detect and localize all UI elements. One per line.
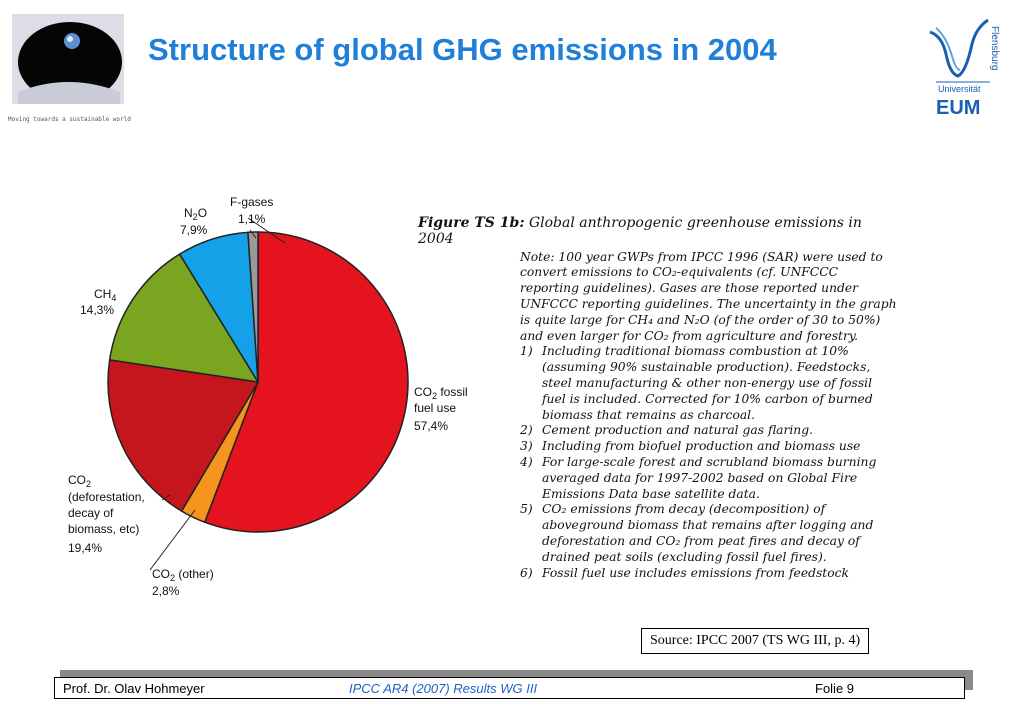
figure-caption-block: Figure TS 1b: Global anthropogenic green…: [418, 215, 898, 582]
label-fgases-name: F-gases: [230, 195, 273, 209]
leader-co2-other: [149, 509, 196, 571]
footer-bar: Prof. Dr. Olav Hohmeyer IPCC AR4 (2007) …: [54, 677, 965, 699]
label-ch4-value: 14,3%: [80, 303, 114, 317]
label-co2-other-value: 2,8%: [152, 584, 180, 598]
label-co2-def-name-4: biomass, etc): [68, 522, 139, 536]
tagline: Moving towards a sustainable world: [8, 116, 131, 123]
label-co2-fossil-name-1: CO2 fossil: [414, 385, 468, 401]
slice-co2-deforestation: [107, 359, 260, 513]
label-co2-def-name-1: CO2: [68, 473, 91, 489]
footer-presentation-title: IPCC AR4 (2007) Results WG III: [349, 681, 538, 696]
figure-note: Note: 100 year GWPs from IPCC 1996 (SAR)…: [520, 249, 897, 343]
label-co2-fossil-name-2: fuel use: [414, 401, 456, 415]
note-item-number: 4): [520, 454, 533, 469]
slice-ch4: [108, 253, 260, 383]
label-n2o-name: N2O: [184, 206, 207, 222]
note-item-text: CO₂ emissions from decay (decomposition)…: [542, 502, 874, 564]
note-item-number: 6): [520, 565, 533, 580]
note-item-text: For large-scale forest and scrubland bio…: [542, 454, 877, 501]
earth-logo: [12, 14, 124, 104]
figure-label: Figure TS 1b:: [418, 215, 525, 231]
note-item-text: Cement production and natural gas flarin…: [542, 423, 813, 438]
label-n2o-value: 7,9%: [180, 223, 208, 237]
note-item-text: Including traditional biomass combustion…: [542, 344, 873, 422]
note-item-number: 5): [520, 502, 533, 517]
page-title: Structure of global GHG emissions in 200…: [148, 32, 777, 67]
logo-university-text: Universität: [938, 84, 981, 94]
note-item-number: 1): [520, 344, 533, 359]
figure-caption: Global anthropogenic greenhouse emission…: [418, 215, 862, 247]
pie-chart: N2O 7,9% F-gases 1,1% CH4 14,3% CO2 foss…: [60, 190, 500, 615]
note-item-text: Fossil fuel use includes emissions from …: [542, 565, 849, 580]
note-item-text: Including from biofuel production and bi…: [542, 439, 861, 454]
slice-co2-fossil-fuel: [203, 231, 409, 533]
figure-note-item: 1) Including traditional biomass combusti…: [520, 344, 898, 423]
label-fgases-value: 1,1%: [238, 212, 266, 226]
label-co2-fossil-value: 57,4%: [414, 419, 448, 433]
label-co2-def-name-2: (deforestation,: [68, 490, 145, 504]
leader-co2-deforestation: [161, 494, 171, 501]
leader-n2o: [247, 217, 286, 244]
note-item-number: 3): [520, 439, 533, 454]
university-logo: Flensburg Universität EUM: [928, 14, 1000, 120]
figure-note-item: 4) For large-scale forest and scrubland b…: [520, 455, 898, 502]
label-co2-def-name-3: decay of: [68, 506, 114, 520]
note-item-number: 2): [520, 423, 533, 438]
figure-heading: Figure TS 1b: Global anthropogenic green…: [418, 215, 898, 248]
footer-author: Prof. Dr. Olav Hohmeyer: [63, 681, 205, 696]
figure-note-item: 3) Including from biofuel production and …: [520, 439, 898, 455]
label-ch4-name: CH4: [94, 287, 116, 303]
figure-note-item: 5) CO₂ emissions from decay (decompositio…: [520, 502, 898, 565]
logo-eum-text: EUM: [936, 97, 980, 119]
label-co2-other-name: CO2 (other): [152, 567, 214, 583]
slice-f-gases: [247, 231, 259, 383]
footer-page-number: Folie 9: [815, 681, 855, 696]
label-co2-def-value: 19,4%: [68, 541, 102, 555]
figure-note-item: 2) Cement production and natural gas flar…: [520, 423, 898, 439]
logo-vertical-text: Flensburg: [989, 26, 1000, 70]
figure-note-item: 6) Fossil fuel use includes emissions fro…: [520, 566, 898, 582]
source-citation: Source: IPCC 2007 (TS WG III, p. 4): [641, 628, 870, 654]
leader-fgases: [249, 229, 257, 239]
